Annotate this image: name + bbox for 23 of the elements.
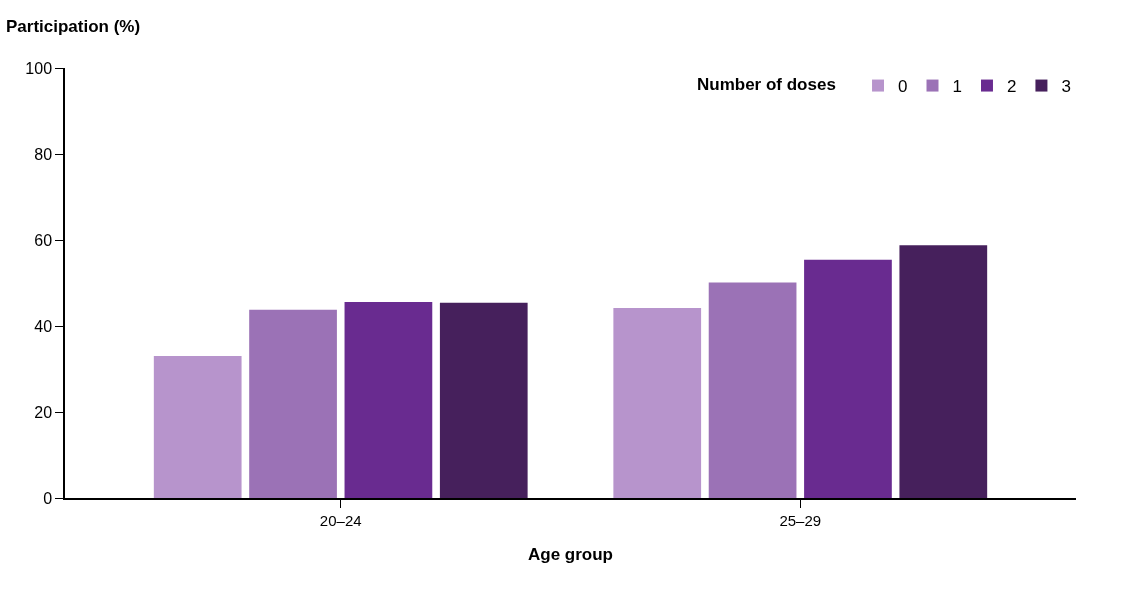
legend-title: Number of doses [697,75,836,95]
bar [439,302,528,498]
y-axis-title: Participation (%) [6,17,141,36]
bar [708,282,797,498]
x-axis-title: Age group [528,544,613,564]
bar [804,259,892,498]
legend-label: 3 [1061,77,1071,97]
y-tick-label: 20 [34,403,53,421]
bar [899,245,988,498]
bar [344,301,433,498]
y-tick-label: 80 [34,145,53,163]
legend-label: 0 [898,77,908,97]
bar [153,356,242,498]
y-tick-label: 40 [34,317,53,335]
x-tick-label: 20–24 [319,511,362,529]
bar [613,307,702,498]
legend-label: 2 [1006,77,1017,97]
legend-label: 1 [952,77,962,97]
y-tick-label: 60 [34,231,53,249]
x-tick-label: 25–29 [779,511,822,529]
y-tick-label: 0 [43,489,53,507]
bar [249,309,337,498]
y-tick-label: 100 [25,59,53,77]
